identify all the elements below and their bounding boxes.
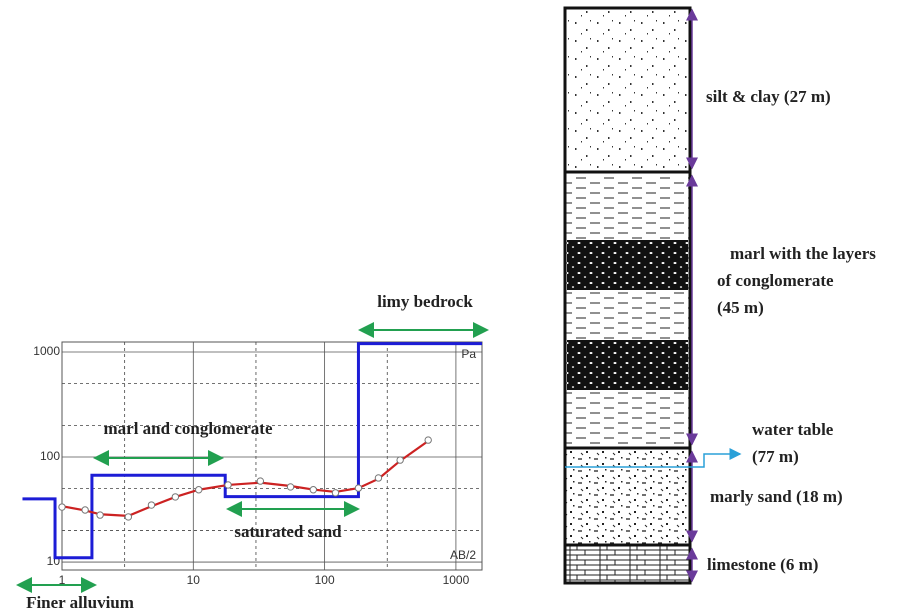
annotation: Finer alluvium	[26, 593, 134, 612]
conglomerate-band	[567, 340, 688, 390]
x-axis-label: AB/2	[450, 548, 476, 562]
x-tick-label: 100	[315, 573, 335, 587]
layer-label: marl with the layers	[730, 244, 876, 263]
data-point	[196, 487, 202, 493]
data-point	[125, 514, 131, 520]
data-point	[287, 484, 293, 490]
strat-column: silt & clay (27 m) marl with the layers …	[565, 8, 876, 583]
layer-label: silt & clay (27 m)	[706, 87, 831, 106]
layer-limestone	[565, 545, 690, 583]
annotation: saturated sand	[234, 522, 342, 541]
annotation: limy bedrock	[377, 292, 473, 311]
y-axis-label: Pa	[461, 347, 476, 361]
layer-sand	[565, 448, 690, 545]
x-tick-label: 1000	[443, 573, 470, 587]
data-point	[355, 485, 361, 491]
data-point	[59, 504, 65, 510]
conglomerate-band	[567, 240, 688, 290]
data-point	[310, 487, 316, 493]
data-point	[375, 475, 381, 481]
data-point	[397, 457, 403, 463]
annotation: marl and conglomerate	[103, 419, 272, 438]
layer-label: marly sand (18 m)	[710, 487, 843, 506]
data-point	[225, 482, 231, 488]
y-tick-label: 100	[40, 449, 60, 463]
layer-marl	[565, 172, 690, 448]
water-table-label: water table	[752, 420, 834, 439]
water-table-label: (77 m)	[752, 447, 799, 466]
layer-label: (45 m)	[717, 298, 764, 317]
figure: silt & clay (27 m) marl with the layers …	[0, 0, 919, 615]
data-point	[97, 512, 103, 518]
data-point	[332, 490, 338, 496]
data-point	[172, 494, 178, 500]
layer-silt	[565, 8, 690, 172]
data-point	[425, 437, 431, 443]
layer-label: of conglomerate	[717, 271, 834, 290]
y-tick-label: 1000	[33, 344, 60, 358]
layer-label: limestone (6 m)	[707, 555, 818, 574]
x-tick-label: 10	[187, 573, 201, 587]
data-point	[82, 507, 88, 513]
data-point	[148, 502, 154, 508]
data-point	[257, 478, 263, 484]
